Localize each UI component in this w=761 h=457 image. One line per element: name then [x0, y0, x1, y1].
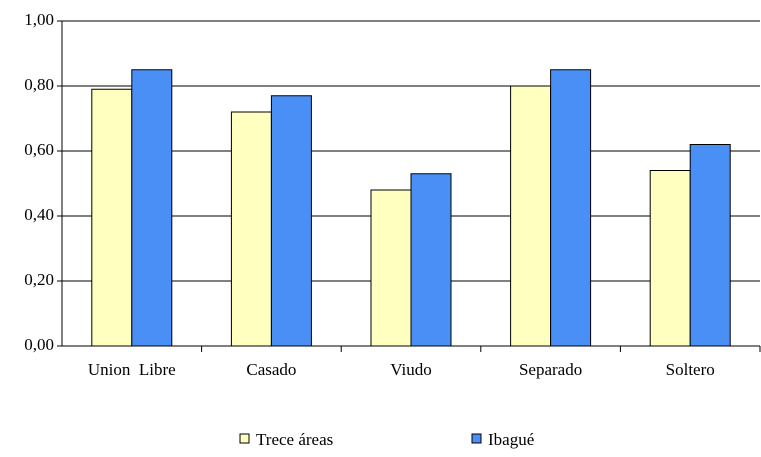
bar	[370, 189, 412, 347]
bar	[410, 173, 452, 347]
x-tick-label: Soltero	[666, 360, 715, 379]
legend-label: Trece áreas	[256, 430, 333, 449]
y-tick-label: 0,00	[24, 335, 54, 354]
bar	[550, 69, 592, 347]
y-tick-label: 0,40	[24, 205, 54, 224]
bar	[689, 144, 731, 347]
bar	[510, 85, 552, 347]
bar	[91, 88, 133, 347]
y-tick-label: 0,80	[24, 75, 54, 94]
x-tick-label: Casado	[246, 360, 296, 379]
legend-swatch	[471, 433, 482, 444]
bar	[270, 95, 312, 347]
bar	[131, 69, 173, 347]
y-tick-label: 0,20	[24, 270, 54, 289]
y-tick-label: 1,00	[24, 10, 54, 29]
bar	[649, 170, 691, 347]
x-tick-label: Union Libre	[88, 360, 176, 379]
y-tick-label: 0,60	[24, 140, 54, 159]
x-tick-label: Viudo	[390, 360, 431, 379]
legend-label: Ibagué	[488, 430, 534, 449]
x-tick-label: Separado	[519, 360, 582, 379]
legend-swatch	[239, 433, 250, 444]
bar	[230, 111, 272, 347]
